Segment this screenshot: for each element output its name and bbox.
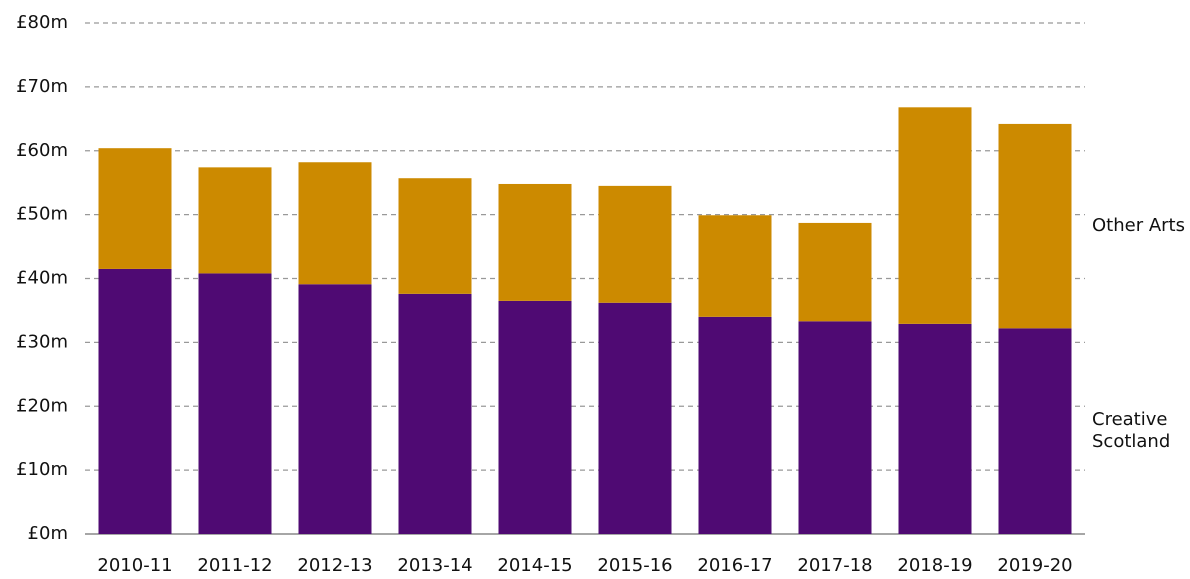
x-tick-label: 2014-15: [497, 555, 572, 576]
legend-label: Creative Scotland: [1092, 409, 1171, 453]
y-tick-label: £0m: [28, 523, 68, 544]
bar-segment: [898, 107, 972, 324]
bar-segment: [298, 284, 372, 534]
y-tick-label: £30m: [16, 331, 68, 352]
x-tick-label: 2015-16: [597, 555, 672, 576]
y-tick-label: £50m: [16, 204, 68, 225]
bar-segment: [998, 328, 1072, 534]
y-tick-label: £80m: [16, 12, 68, 33]
y-tick-label: £70m: [16, 76, 68, 97]
bar-segment: [798, 321, 872, 534]
x-tick-label: 2017-18: [797, 555, 872, 576]
bar-segment: [98, 148, 172, 269]
bar-segment: [698, 316, 772, 534]
bar-segment: [298, 162, 372, 285]
bar-segment: [598, 302, 672, 534]
bar-segment: [598, 185, 672, 303]
bar-segment: [498, 300, 572, 534]
bar-segment: [898, 323, 972, 534]
y-tick-label: £10m: [16, 459, 68, 480]
x-tick-label: 2016-17: [697, 555, 772, 576]
bar-segment: [98, 268, 172, 534]
bar-segment: [398, 178, 472, 294]
y-tick-label: £60m: [16, 140, 68, 161]
y-tick-label: £20m: [16, 395, 68, 416]
x-tick-label: 2013-14: [397, 555, 472, 576]
x-tick-label: 2010-11: [97, 555, 172, 576]
x-tick-label: 2019-20: [997, 555, 1072, 576]
x-tick-label: 2012-13: [297, 555, 372, 576]
bar-segment: [998, 123, 1072, 329]
bar-segment: [398, 293, 472, 534]
legend-label: Other Arts: [1092, 215, 1185, 237]
bar-segment: [698, 215, 772, 317]
bar-segment: [198, 167, 272, 274]
x-tick-label: 2011-12: [197, 555, 272, 576]
bar-segment: [198, 273, 272, 534]
bar-segment: [798, 222, 872, 322]
y-tick-label: £40m: [16, 268, 68, 289]
x-tick-label: 2018-19: [897, 555, 972, 576]
bar-segment: [498, 183, 572, 301]
